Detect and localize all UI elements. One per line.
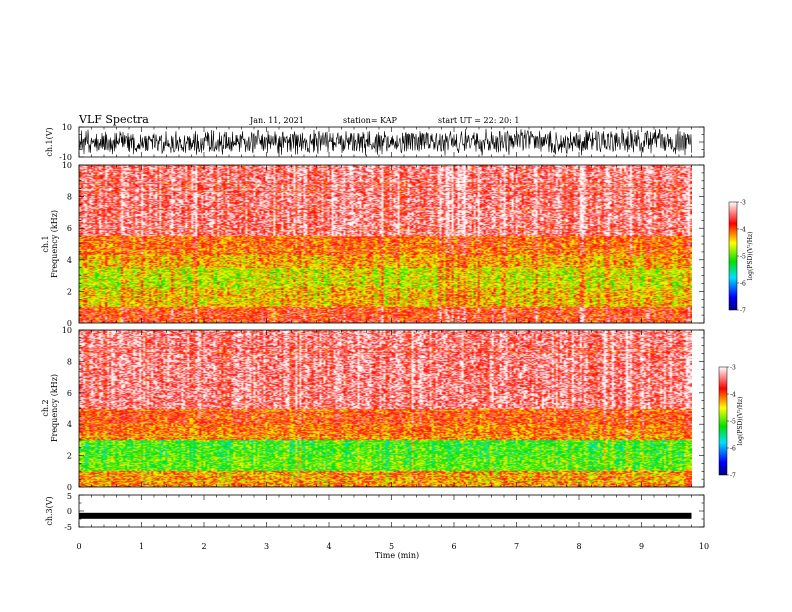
freq-tick-label: 0 xyxy=(67,483,72,492)
ch1-spec-ylabel-freq: Frequency (kHz) xyxy=(50,210,59,278)
x-tick-label: 2 xyxy=(201,542,206,551)
ch1-colorbar-label: log(PSD)(V²/Hz) xyxy=(747,232,754,281)
colorbar-tick-label: -7 xyxy=(730,473,736,480)
ch2-spec-ylabel-freq: Frequency (kHz) xyxy=(50,374,59,442)
freq-tick-label: 4 xyxy=(67,420,72,429)
x-axis-label: Time (min) xyxy=(375,551,419,560)
colorbar-tick-label: -3 xyxy=(740,200,746,207)
freq-tick-label: 10 xyxy=(62,326,72,335)
x-tick-label: 4 xyxy=(326,542,331,551)
x-tick-label: 7 xyxy=(514,542,519,551)
ch1-colorbar-scale xyxy=(728,201,738,311)
colorbar-tick-label: -4 xyxy=(730,392,736,399)
ch3-ytick-bottom: -5 xyxy=(64,523,72,532)
ch2-spectrogram-panel: 0 2 4 6 8 10 ch.2 Frequency (kHz) xyxy=(41,326,705,492)
ch2-spec-ylabel-channel: ch.2 xyxy=(41,399,50,416)
colorbar-tick-label: -4 xyxy=(740,227,746,234)
ch1-ytick-top: 10 xyxy=(62,123,72,132)
freq-tick-label: 2 xyxy=(67,452,72,461)
ch2-colorbar-scale xyxy=(718,366,728,476)
x-tick-label: 1 xyxy=(139,542,144,551)
station-label: station= KAP xyxy=(343,116,398,125)
freq-tick-label: 2 xyxy=(67,287,72,296)
freq-tick-label: 6 xyxy=(67,389,72,398)
colorbar-tick-label: -6 xyxy=(740,281,746,288)
ch3-tick-marks xyxy=(78,494,705,528)
x-tick-label: 10 xyxy=(699,542,709,551)
x-tick-label: 5 xyxy=(389,542,394,551)
ch1-spec-ylabel-channel: ch.1 xyxy=(41,235,50,252)
colorbar-tick-label: -7 xyxy=(740,308,746,315)
ch1-waveform-panel: 10 -10 ch.1(V) xyxy=(45,123,705,162)
ch2-spectrogram-image xyxy=(79,330,692,487)
ch3-ytick-mid: 0 xyxy=(67,507,72,516)
time-axis: 0 1 2 3 4 5 6 7 8 9 10 xyxy=(76,542,709,551)
ch3-ytick-top: 5 xyxy=(67,492,72,501)
colorbar-tick-label: -5 xyxy=(730,419,736,426)
ch3-trace xyxy=(79,512,692,519)
date-label: Jan. 11, 2021 xyxy=(249,116,304,125)
ch1-spectrogram-panel: 0 2 4 6 8 10 ch.1 Frequency (kHz) xyxy=(41,161,705,328)
figure-title: VLF Spectra xyxy=(78,113,149,126)
freq-tick-label: 8 xyxy=(67,357,72,366)
ch2-colorbar-label: log(PSD)(V²/Hz) xyxy=(737,397,744,446)
ch1-colorbar: -3 -4 -5 -6 -7 log(PSD)(V²/Hz) xyxy=(728,200,754,315)
freq-tick-label: 8 xyxy=(67,193,72,202)
ch2-colorbar: -3 -4 -5 -6 -7 log(PSD)(V²/Hz) xyxy=(718,365,744,480)
ch1-spectrogram-image xyxy=(79,165,692,323)
x-tick-label: 0 xyxy=(76,542,81,551)
ch3-waveform-panel: 5 0 -5 ch.3(V) xyxy=(45,492,705,532)
freq-tick-label: 0 xyxy=(67,319,72,328)
x-tick-label: 8 xyxy=(576,542,581,551)
ch1-spectrogram-ticks xyxy=(78,164,705,324)
x-tick-label: 6 xyxy=(451,542,456,551)
freq-tick-label: 4 xyxy=(67,256,72,265)
freq-tick-label: 6 xyxy=(67,224,72,233)
ch1-tick-marks xyxy=(78,126,705,158)
ch1-ytick-bottom: -10 xyxy=(59,153,72,162)
x-tick-label: 9 xyxy=(639,542,644,551)
start-time-label: start UT = 22: 20: 1 xyxy=(438,116,519,125)
ch1-trace xyxy=(78,128,692,156)
colorbar-tick-label: -3 xyxy=(730,365,736,372)
colorbar-tick-label: -5 xyxy=(740,254,746,261)
colorbar-tick-label: -6 xyxy=(730,446,736,453)
x-tick-label: 3 xyxy=(264,542,269,551)
ch2-spectrogram-ticks xyxy=(78,329,705,488)
ch3-ylabel: ch.3(V) xyxy=(45,496,54,525)
freq-tick-label: 10 xyxy=(62,161,72,170)
ch1-ylabel: ch.1(V) xyxy=(45,127,54,156)
